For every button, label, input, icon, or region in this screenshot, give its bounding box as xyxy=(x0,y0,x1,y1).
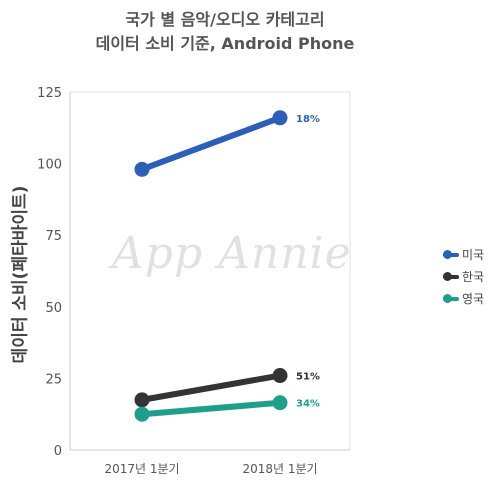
legend-item-us: 미국 xyxy=(443,246,484,263)
legend-marker xyxy=(443,293,452,303)
legend-swatch-kr xyxy=(443,271,459,281)
y-tick-label: 100 xyxy=(37,158,62,173)
end-value-label: 18% xyxy=(296,114,320,125)
legend-item-uk: 영국 xyxy=(443,290,484,307)
data-point xyxy=(272,110,288,126)
chart-title-line-2: 데이터 소비 기준, Android Phone xyxy=(95,34,355,53)
series-line xyxy=(139,114,283,173)
chart-title-line-1: 국가 별 음악/오디오 카테고리 xyxy=(125,10,325,29)
x-tick-label: 2017년 1분기 xyxy=(104,462,179,476)
data-point xyxy=(134,406,150,422)
data-point xyxy=(272,395,288,411)
legend-label-us: 미국 xyxy=(462,248,485,262)
chart-title: 국가 별 음악/오디오 카테고리 데이터 소비 기준, Android Phon… xyxy=(55,8,395,56)
end-value-label: 51% xyxy=(296,372,320,383)
data-point xyxy=(134,161,150,177)
data-point xyxy=(272,368,288,384)
legend-label-uk: 영국 xyxy=(462,292,485,306)
y-tick-label: 50 xyxy=(45,301,62,316)
series-line xyxy=(139,372,283,403)
legend-marker xyxy=(443,249,452,259)
legend-swatch-uk xyxy=(443,293,459,303)
legend-label-kr: 한국 xyxy=(462,270,485,284)
data-point xyxy=(134,392,150,408)
x-tick-label: 2018년 1분기 xyxy=(242,462,317,476)
watermark: App Annie xyxy=(112,228,352,279)
y-tick-label: 25 xyxy=(45,372,62,387)
series-line xyxy=(139,399,283,418)
legend-swatch-us xyxy=(443,249,459,259)
end-value-label: 34% xyxy=(296,399,320,410)
y-tick-label: 0 xyxy=(54,444,62,459)
legend-marker xyxy=(443,271,452,281)
y-tick-label: 75 xyxy=(45,229,62,244)
legend-item-kr: 한국 xyxy=(443,268,484,285)
y-tick-label: 125 xyxy=(37,86,62,101)
